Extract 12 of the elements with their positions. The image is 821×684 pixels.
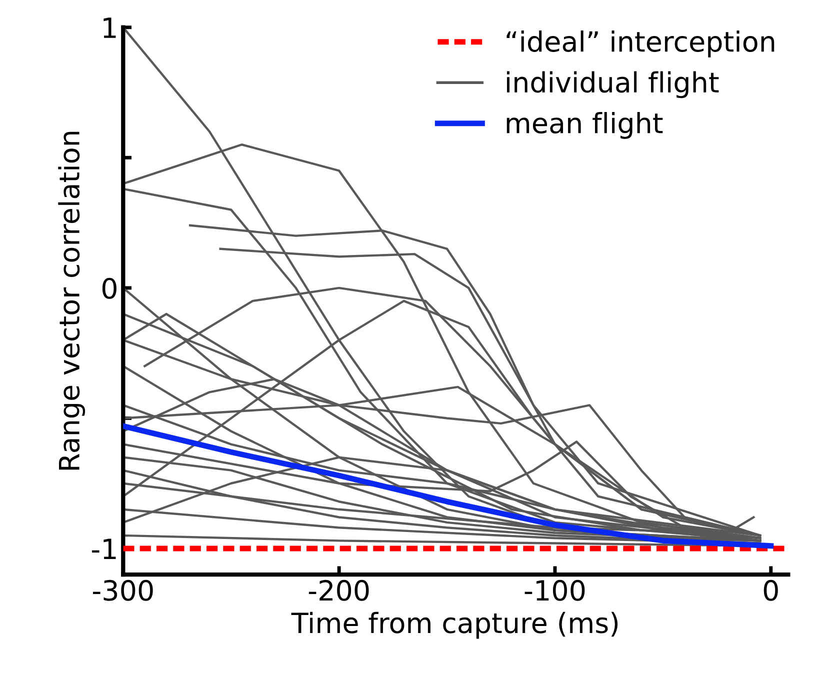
x-tick-label: -100 — [524, 580, 585, 601]
legend-label: mean flight — [506, 112, 663, 139]
x-tick-label: 0 — [764, 580, 778, 601]
x-tick-label: -300 — [92, 580, 153, 601]
y-axis-title: Range vector correlation — [58, 132, 86, 470]
legend-label: individual flight — [506, 71, 719, 98]
y-tick-label: 1 — [104, 18, 116, 38]
legend-label: “ideal” interception — [506, 30, 774, 58]
x-axis-title: Time from capture (ms) — [291, 612, 618, 639]
y-tick-label: 0 — [102, 278, 116, 299]
y-tick-label: -1 — [92, 538, 116, 560]
x-tick-label: -200 — [308, 580, 369, 601]
